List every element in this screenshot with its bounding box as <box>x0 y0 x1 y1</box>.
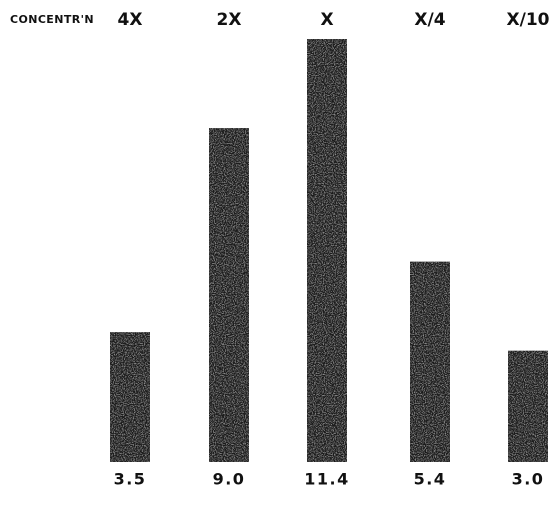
value-label: 11.4 <box>304 470 349 489</box>
category-label: X <box>320 10 333 30</box>
value-label: 5.4 <box>414 470 447 489</box>
category-labels-group: 4X 2X X X/4 X/10 <box>118 10 550 30</box>
category-label: 4X <box>118 10 143 30</box>
category-label: X/4 <box>414 10 445 30</box>
concentration-row-label: CONCENTR'N <box>10 13 94 26</box>
value-labels-group: 3.5 9.0 11.4 5.4 3.0 <box>114 470 545 489</box>
bars-group <box>110 39 548 463</box>
bar-2x <box>209 128 249 463</box>
value-label: 3.5 <box>114 470 147 489</box>
category-label: 2X <box>217 10 242 30</box>
bar-4x <box>110 332 150 462</box>
bar-x <box>307 39 347 462</box>
bar-x-over-10 <box>508 350 548 462</box>
value-label: 3.0 <box>512 470 545 489</box>
value-label: 9.0 <box>213 470 246 489</box>
category-label: X/10 <box>507 10 550 30</box>
bar-x-over-4 <box>410 261 450 462</box>
